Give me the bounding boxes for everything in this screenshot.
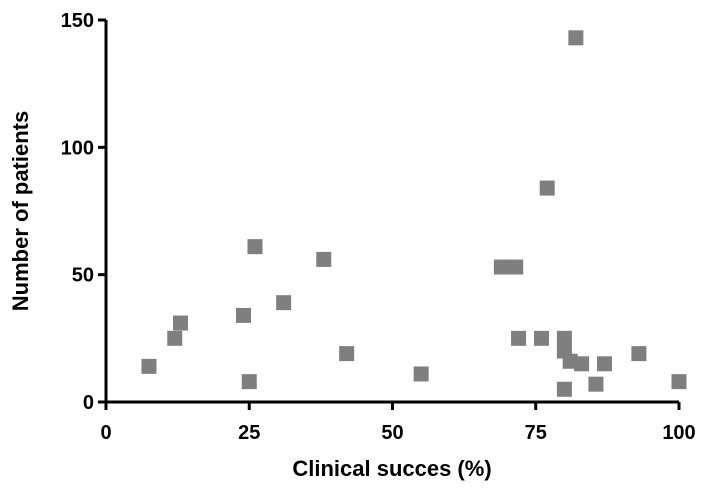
data-point [241,374,257,390]
data-point [339,346,355,362]
data-point [574,356,590,372]
data-point [539,180,555,196]
data-point [167,330,183,346]
axis-ticks: 0 25 50 75 100 0 50 100 150 [61,10,696,444]
data-point [556,330,572,346]
data-point [511,330,527,346]
data-point [568,30,584,46]
data-point [533,330,549,346]
x-axis-title: Clinical succes (%) [292,456,491,481]
y-tick-label: 50 [72,265,94,287]
data-point [588,376,604,392]
x-tick-label: 75 [525,422,547,444]
data-point [141,358,157,374]
y-tick-label: 150 [61,10,94,32]
data-point [597,356,613,372]
data-point [631,346,647,362]
data-point [413,366,429,382]
data-point [316,251,332,267]
data-point [276,295,292,311]
data-point [247,239,263,255]
data-point [508,259,524,275]
x-tick-label: 25 [238,422,260,444]
y-tick-label: 100 [61,137,94,159]
plot-area [141,30,687,397]
x-tick-label: 50 [381,422,403,444]
data-point [556,381,572,397]
y-tick-label: 0 [83,392,94,414]
data-point [236,307,252,323]
data-point [562,353,578,369]
data-point [172,315,188,331]
x-tick-label: 100 [662,422,695,444]
x-tick-label: 0 [100,422,111,444]
y-axis-title: Number of patients [8,111,33,311]
data-point [671,374,687,390]
data-point [493,259,509,275]
